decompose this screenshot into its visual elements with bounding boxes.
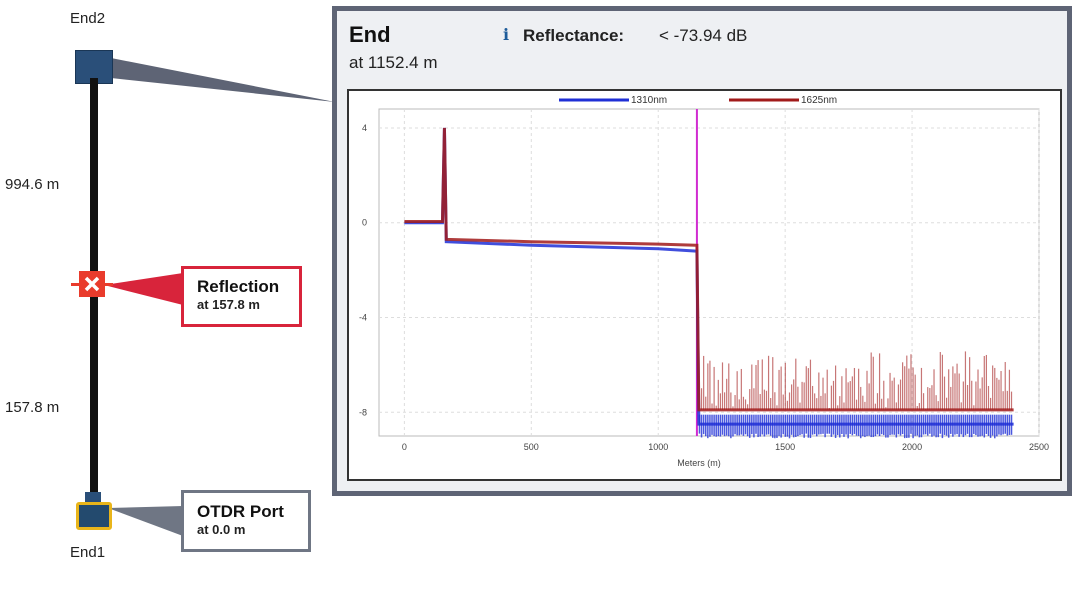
- panel-subtitle: at 1152.4 m: [349, 53, 438, 72]
- upper-distance-label: 994.6 m: [5, 176, 60, 193]
- otdr-connector: [108, 506, 183, 536]
- panel-title: End: [349, 22, 391, 47]
- legend-label-1310nm: 1310nm: [631, 95, 667, 106]
- y-tick-label: 4: [362, 123, 367, 133]
- otdr-callout-subtitle: at 0.0 m: [197, 522, 246, 537]
- marker-dash-left: [71, 283, 79, 286]
- end1-label: End1: [70, 544, 106, 561]
- end2-connector: [111, 58, 335, 102]
- reflection-callout-subtitle: at 157.8 m: [197, 297, 260, 312]
- reflection-event-marker[interactable]: [71, 271, 113, 297]
- x-tick-label: 0: [402, 442, 407, 452]
- lower-distance-label: 157.8 m: [5, 399, 60, 416]
- x-tick-label: 2000: [902, 442, 922, 452]
- y-tick-label: -8: [359, 407, 367, 417]
- x-axis-label: Meters (m): [677, 458, 721, 468]
- reflection-callout-title: Reflection: [197, 277, 280, 296]
- series-line-1625nm: [404, 127, 1014, 412]
- plot-area: [378, 108, 1040, 437]
- marker-dash-right: [105, 283, 113, 286]
- x-tick-label: 1500: [775, 442, 795, 452]
- y-tick-label: -4: [359, 313, 367, 323]
- end2-label: End2: [70, 10, 106, 27]
- y-tick-label: 0: [362, 218, 367, 228]
- otdr-port-callout[interactable]: OTDR Port at 0.0 m: [181, 490, 311, 552]
- otdr-callout-title: OTDR Port: [197, 502, 284, 521]
- x-tick-label: 500: [524, 442, 539, 452]
- port-connector-body: [76, 502, 112, 530]
- info-icon[interactable]: i: [503, 25, 510, 44]
- legend-label-1625nm: 1625nm: [801, 95, 837, 106]
- reflectance-label: Reflectance:: [523, 26, 625, 45]
- otdr-trace-chart: 0 500 1000 1500 2000 2500 4 0 -4 -8 Meters (m) 1310…: [347, 89, 1062, 481]
- port-connector-top: [85, 492, 101, 502]
- reflectance-value: < -73.94 dB: [659, 26, 748, 45]
- reflection-connector: [104, 273, 183, 305]
- otdr-port-node[interactable]: [76, 492, 112, 530]
- x-tick-label: 2500: [1029, 442, 1049, 452]
- event-detail-panel: End at 1152.4 m i Reflectance: < -73.94 …: [332, 6, 1072, 496]
- chart-svg: 0 500 1000 1500 2000 2500 4 0 -4 -8 Meters (m) 1310…: [359, 95, 1049, 468]
- close-x-icon: [84, 276, 100, 292]
- reflection-callout[interactable]: Reflection at 157.8 m: [181, 266, 302, 327]
- x-tick-label: 1000: [648, 442, 668, 452]
